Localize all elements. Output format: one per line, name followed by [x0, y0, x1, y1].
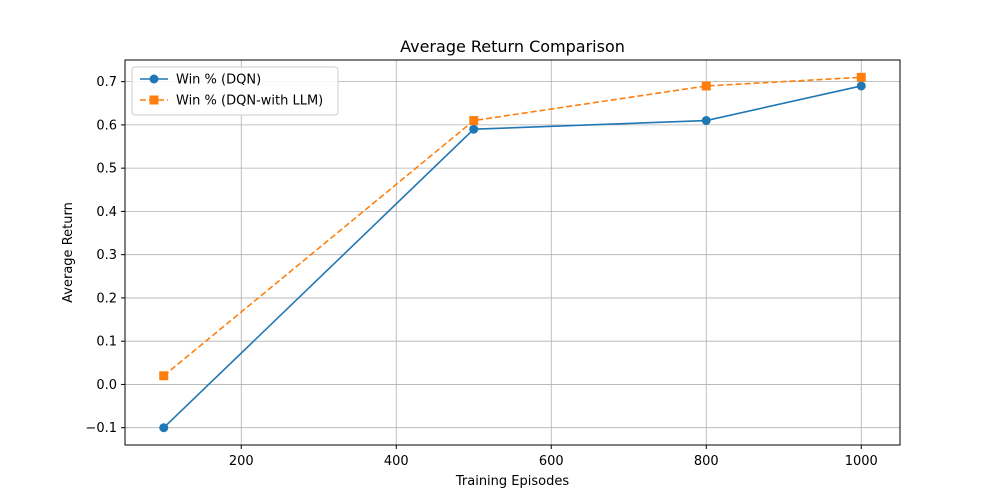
- y-tick-label: 0.6: [96, 118, 117, 133]
- data-point-marker: [701, 81, 711, 91]
- y-tick-label: 0.4: [96, 205, 117, 220]
- x-axis-label: Training Episodes: [455, 474, 569, 489]
- y-axis-ticks: −0.1 0.0 0.1 0.2 0.3 0.4 0.5 0.6 0.7: [85, 75, 125, 436]
- legend-label: Win % (DQN-with LLM): [176, 94, 323, 109]
- y-tick-label: 0.7: [96, 75, 117, 90]
- data-point-marker: [469, 116, 479, 126]
- data-point-marker: [159, 371, 169, 381]
- y-axis-label: Average Return: [61, 202, 76, 303]
- y-tick-label: −0.1: [85, 421, 117, 436]
- y-tick-label: 0.5: [96, 162, 117, 177]
- series-group: [159, 72, 866, 433]
- x-axis-ticks: 200 400 600 800 1000: [229, 445, 878, 469]
- data-point-marker: [159, 423, 169, 433]
- x-tick-label: 800: [694, 454, 719, 469]
- x-tick-label: 200: [229, 454, 254, 469]
- x-tick-label: 400: [384, 454, 409, 469]
- x-tick-label: 1000: [845, 454, 878, 469]
- y-tick-label: 0.1: [96, 335, 117, 350]
- chart-title: Average Return Comparison: [400, 37, 625, 56]
- legend-label: Win % (DQN): [176, 73, 261, 88]
- data-point-marker: [469, 124, 479, 134]
- y-tick-label: 0.3: [96, 248, 117, 263]
- data-point-marker: [701, 116, 711, 126]
- legend: Win % (DQN) Win % (DQN-with LLM): [131, 66, 339, 116]
- legend-box: [131, 66, 339, 116]
- y-tick-label: 0.0: [96, 378, 117, 393]
- plot-frame: [124, 59, 901, 446]
- x-tick-label: 600: [539, 454, 564, 469]
- legend-marker: [149, 74, 159, 84]
- data-point-marker: [856, 81, 866, 91]
- data-point-marker: [856, 72, 866, 82]
- series-line-1: [163, 85, 862, 429]
- grid: [125, 60, 900, 445]
- y-tick-label: 0.2: [96, 291, 117, 306]
- legend-marker: [149, 95, 159, 105]
- series-line-2: [163, 76, 862, 377]
